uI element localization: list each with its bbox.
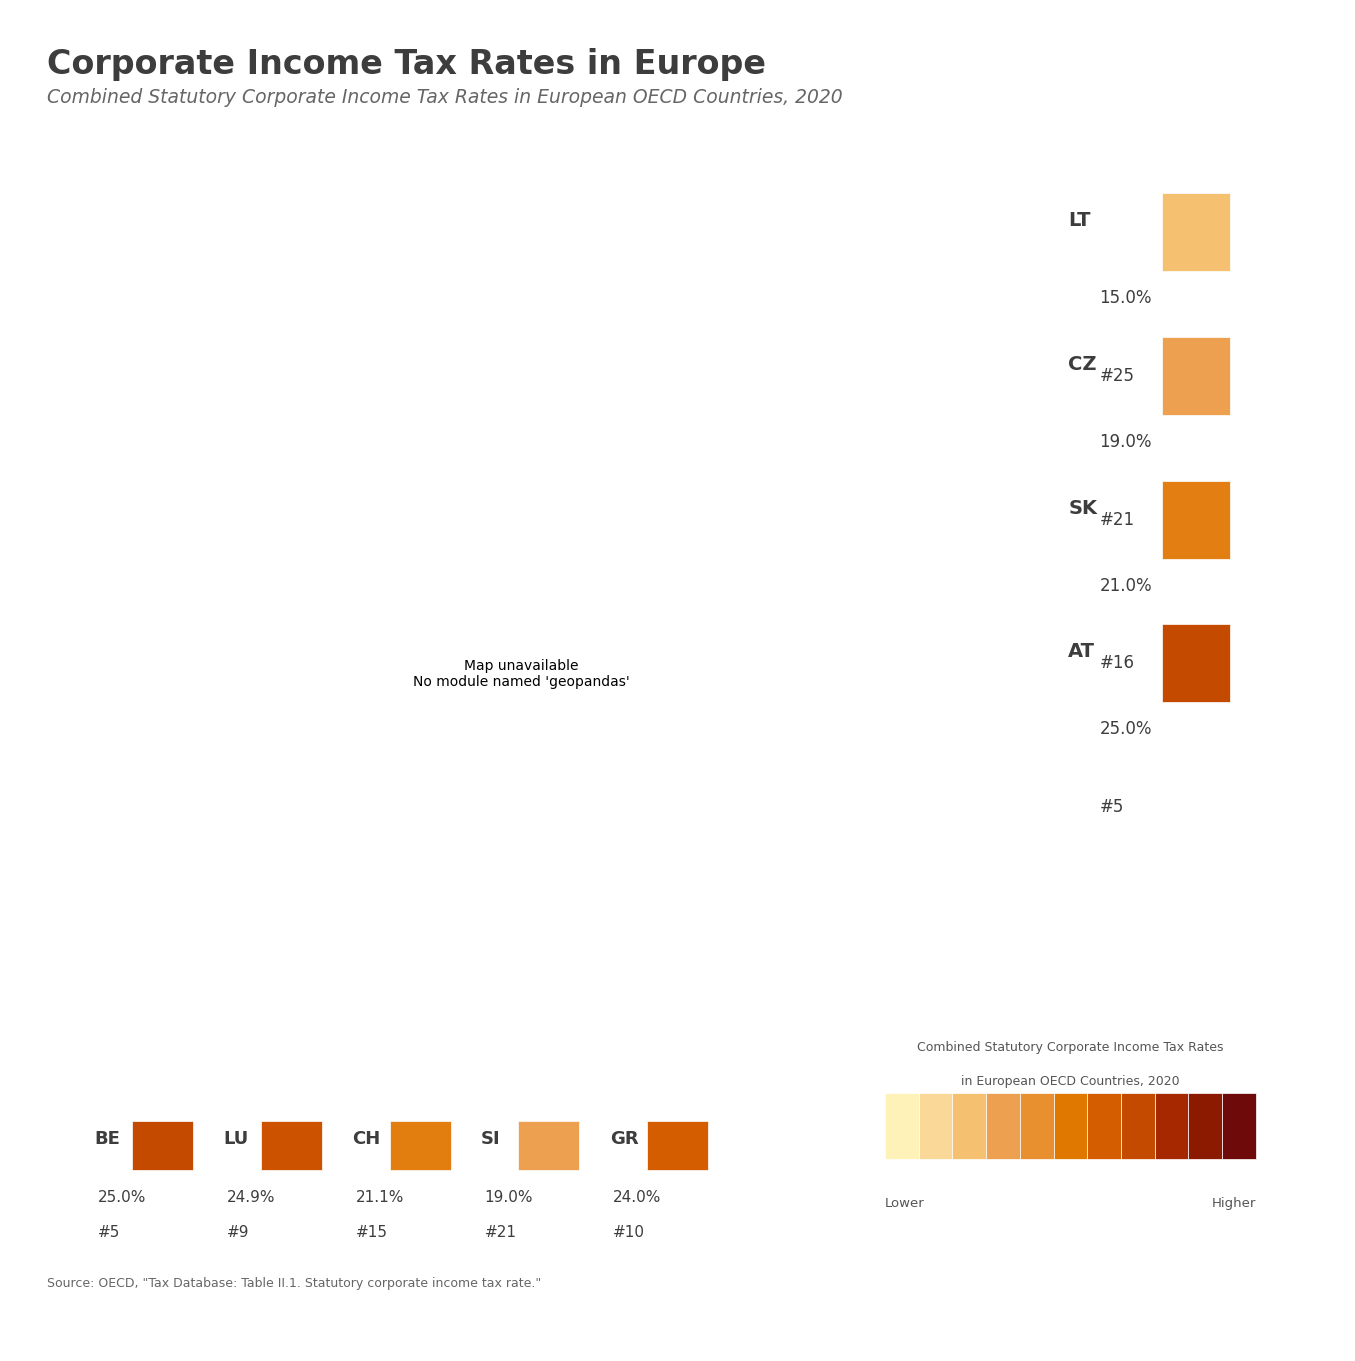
Text: CH: CH xyxy=(352,1130,381,1147)
Bar xyxy=(390,1121,451,1170)
Bar xyxy=(1161,625,1230,702)
Text: CZ: CZ xyxy=(1068,355,1096,374)
Text: TAX FOUNDATION: TAX FOUNDATION xyxy=(24,1323,232,1342)
Text: BE: BE xyxy=(95,1130,121,1147)
Bar xyxy=(133,1121,194,1170)
Text: LT: LT xyxy=(1068,211,1091,230)
Text: Lower: Lower xyxy=(885,1198,925,1210)
Bar xyxy=(1054,1093,1087,1160)
Text: 24.9%: 24.9% xyxy=(228,1190,275,1204)
Text: 15.0%: 15.0% xyxy=(1099,289,1152,308)
Text: 24.0%: 24.0% xyxy=(614,1190,661,1204)
Text: LU: LU xyxy=(224,1130,249,1147)
Bar xyxy=(1087,1093,1121,1160)
Text: #5: #5 xyxy=(1099,798,1123,817)
Text: Higher: Higher xyxy=(1211,1198,1256,1210)
Text: 19.0%: 19.0% xyxy=(1099,433,1152,450)
Bar xyxy=(1020,1093,1054,1160)
Text: #15: #15 xyxy=(355,1225,388,1240)
Text: #10: #10 xyxy=(614,1225,645,1240)
Text: Source: OECD, "Tax Database: Table II.1. Statutory corporate income tax rate.": Source: OECD, "Tax Database: Table II.1.… xyxy=(47,1277,542,1290)
Text: 21.1%: 21.1% xyxy=(355,1190,404,1204)
Bar xyxy=(919,1093,953,1160)
Text: Combined Statutory Corporate Income Tax Rates in European OECD Countries, 2020: Combined Statutory Corporate Income Tax … xyxy=(47,88,843,108)
Bar xyxy=(986,1093,1020,1160)
Bar xyxy=(885,1093,919,1160)
Bar xyxy=(953,1093,986,1160)
Text: in European OECD Countries, 2020: in European OECD Countries, 2020 xyxy=(961,1075,1180,1089)
Bar xyxy=(1188,1093,1222,1160)
Text: @TaxFoundation: @TaxFoundation xyxy=(1159,1323,1331,1342)
Text: Corporate Income Tax Rates in Europe: Corporate Income Tax Rates in Europe xyxy=(47,48,767,80)
Text: 25.0%: 25.0% xyxy=(1099,720,1152,738)
Text: SI: SI xyxy=(481,1130,500,1147)
Bar xyxy=(1222,1093,1256,1160)
Text: Map unavailable
No module named 'geopandas': Map unavailable No module named 'geopand… xyxy=(413,659,630,689)
Bar xyxy=(519,1121,580,1170)
Text: #21: #21 xyxy=(1099,510,1134,528)
Bar xyxy=(1161,338,1230,415)
Text: #5: #5 xyxy=(99,1225,121,1240)
Text: 19.0%: 19.0% xyxy=(485,1190,533,1204)
Text: 25.0%: 25.0% xyxy=(99,1190,146,1204)
Text: #21: #21 xyxy=(485,1225,516,1240)
Bar xyxy=(1161,480,1230,558)
Text: #25: #25 xyxy=(1099,367,1134,385)
Bar xyxy=(262,1121,322,1170)
Bar xyxy=(1161,193,1230,271)
Text: AT: AT xyxy=(1068,642,1095,661)
Text: #9: #9 xyxy=(228,1225,249,1240)
Bar xyxy=(1154,1093,1188,1160)
Bar xyxy=(1121,1093,1154,1160)
Text: SK: SK xyxy=(1068,498,1098,517)
Text: Combined Statutory Corporate Income Tax Rates: Combined Statutory Corporate Income Tax … xyxy=(917,1041,1224,1055)
Text: 21.0%: 21.0% xyxy=(1099,577,1152,595)
Bar xyxy=(648,1121,709,1170)
Text: GR: GR xyxy=(610,1130,638,1147)
Text: #16: #16 xyxy=(1099,655,1134,672)
